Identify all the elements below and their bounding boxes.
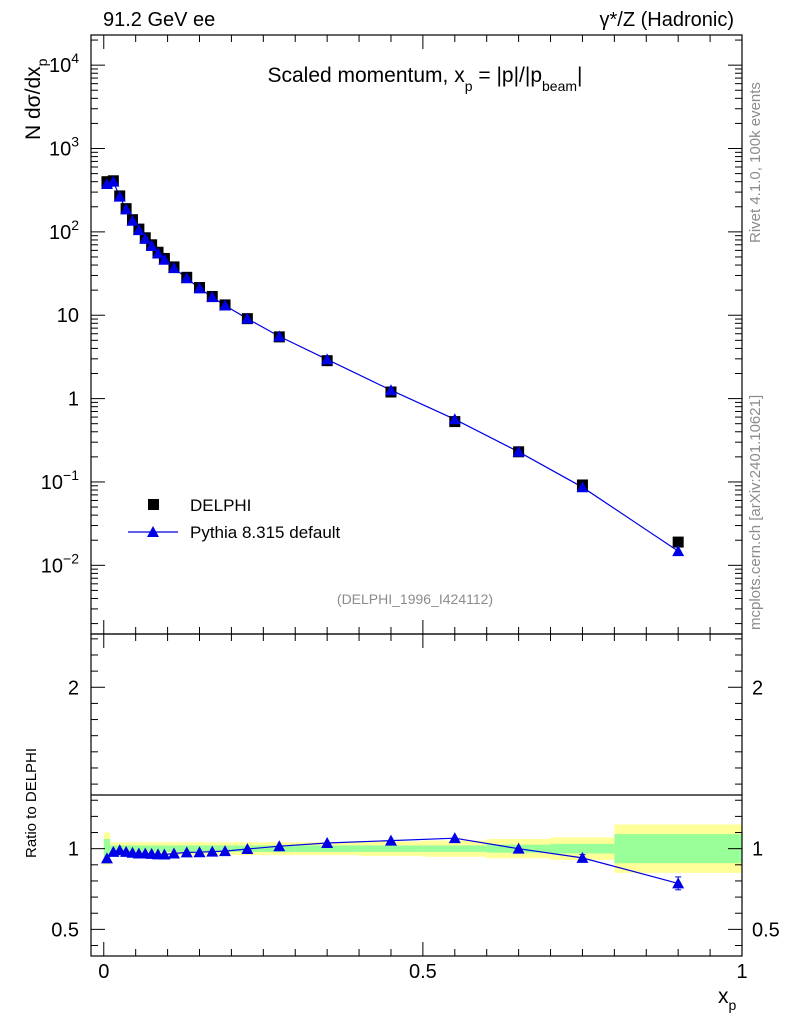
ratio-uncertainty-bands <box>103 824 742 873</box>
ratio-y-tick-label-right: 0.5 <box>752 919 780 941</box>
legend-label-pythia: Pythia 8.315 default <box>190 523 341 542</box>
pythia-point <box>152 247 165 259</box>
pythia-point <box>180 272 193 284</box>
legend: DELPHI Pythia 8.315 default <box>128 496 341 542</box>
ratio-y-tick-label: 0.5 <box>51 919 79 941</box>
ratio-band-stat <box>550 843 615 854</box>
mcplots-reference-label: mcplots.cern.ch [arXiv:2401.10621] <box>747 394 764 630</box>
ratio-y-tick-label-right: 2 <box>752 677 763 699</box>
pythia-point <box>512 445 525 457</box>
ratio-pythia-point <box>100 852 113 864</box>
main-series-layer <box>100 175 685 557</box>
pythia-point <box>167 262 180 274</box>
legend-marker-pythia <box>147 526 159 537</box>
ratio-axis-ticks: 0.5 0.51 12 20 0.5 1 <box>51 634 780 983</box>
header-energy-label: 91.2 GeV ee <box>103 9 216 31</box>
ratio-band-stat <box>103 838 111 859</box>
rivet-version-label: Rivet 4.1.0, 100k events <box>747 82 764 243</box>
ratio-pythia-point <box>273 840 286 852</box>
legend-marker-delphi <box>148 499 159 510</box>
main-y-axis-label: N dσ/dxp <box>22 58 50 140</box>
pythia-point <box>273 330 286 342</box>
ratio-pythia-point <box>576 851 589 863</box>
ratio-band-stat <box>231 845 296 852</box>
pythia-point <box>384 384 397 396</box>
ratio-y-axis-label: Ratio to DELPHI <box>23 748 40 858</box>
ratio-pythia-point <box>219 845 232 857</box>
y-tick-label: 103 <box>49 134 79 161</box>
y-tick-label: 10−2 <box>41 550 79 577</box>
x-tick-label: 0.5 <box>409 961 437 983</box>
x-axis-label: xp <box>718 985 737 1013</box>
pythia-point <box>241 312 254 324</box>
pythia-point <box>126 214 139 226</box>
ratio-pythia-point <box>241 842 254 854</box>
ratio-y-tick-label: 2 <box>68 677 79 699</box>
ratio-pythia-point <box>512 842 525 854</box>
ratio-series-layer <box>100 832 685 891</box>
ratio-pythia-point <box>384 834 397 846</box>
main-plot-title: Scaled momentum, xp = |p|/|pbeam| <box>267 64 582 94</box>
y-tick-label: 102 <box>49 217 79 244</box>
ratio-pythia-point <box>167 847 180 859</box>
analysis-watermark: (DELPHI_1996_I424112) <box>337 591 493 607</box>
pythia-point <box>107 175 120 187</box>
main-plot-panel: 10−2 10−1 1 10 102 103 104 Scaled momentum, xp… <box>22 34 743 635</box>
ratio-pythia-point <box>158 848 171 860</box>
y-tick-label: 10 <box>57 305 79 327</box>
ratio-pythia-point <box>321 837 334 849</box>
pythia-point <box>139 232 152 244</box>
ratio-pythia-point <box>193 846 206 858</box>
ratio-pythia-point <box>672 877 685 889</box>
x-tick-label: 1 <box>736 961 747 983</box>
ratio-band-stat <box>295 845 360 852</box>
y-tick-label: 104 <box>49 50 79 77</box>
x-tick-label: 0 <box>98 961 109 983</box>
legend-label-delphi: DELPHI <box>190 496 251 515</box>
pythia-point <box>321 353 334 365</box>
ratio-pythia-point <box>180 846 193 858</box>
delphi-point <box>672 536 684 548</box>
y-tick-label: 1 <box>68 389 79 411</box>
header-process-label: γ*/Z (Hadronic) <box>599 9 734 31</box>
main-plot-frame <box>90 34 743 635</box>
pythia-point <box>113 190 126 202</box>
pythia-point <box>206 291 219 303</box>
ratio-band-stat <box>422 845 487 852</box>
y-tick-label: 10−1 <box>41 467 79 494</box>
ratio-band-stat <box>614 834 742 864</box>
pythia-point <box>672 545 685 557</box>
pythia-point <box>158 253 171 265</box>
ratio-y-tick-label: 1 <box>68 839 79 861</box>
main-axis-ticks: 10−2 10−1 1 10 102 103 104 <box>41 35 743 634</box>
ratio-y-tick-label-right: 1 <box>752 839 763 861</box>
pythia-point <box>120 203 133 215</box>
pythia-point <box>448 413 461 425</box>
ratio-band-stat <box>359 845 423 852</box>
ratio-pythia-point <box>206 845 219 857</box>
ratio-plot-frame <box>90 633 743 957</box>
ratio-pythia-point <box>448 832 461 844</box>
pythia-point <box>219 299 232 311</box>
pythia-point <box>193 282 206 294</box>
pythia-point <box>145 239 158 251</box>
pythia-point <box>132 224 145 236</box>
ratio-plot-panel: 0.5 0.51 12 20 0.5 1 Ratio to DELPHI xp <box>23 633 780 1013</box>
pythia-point <box>576 481 589 493</box>
